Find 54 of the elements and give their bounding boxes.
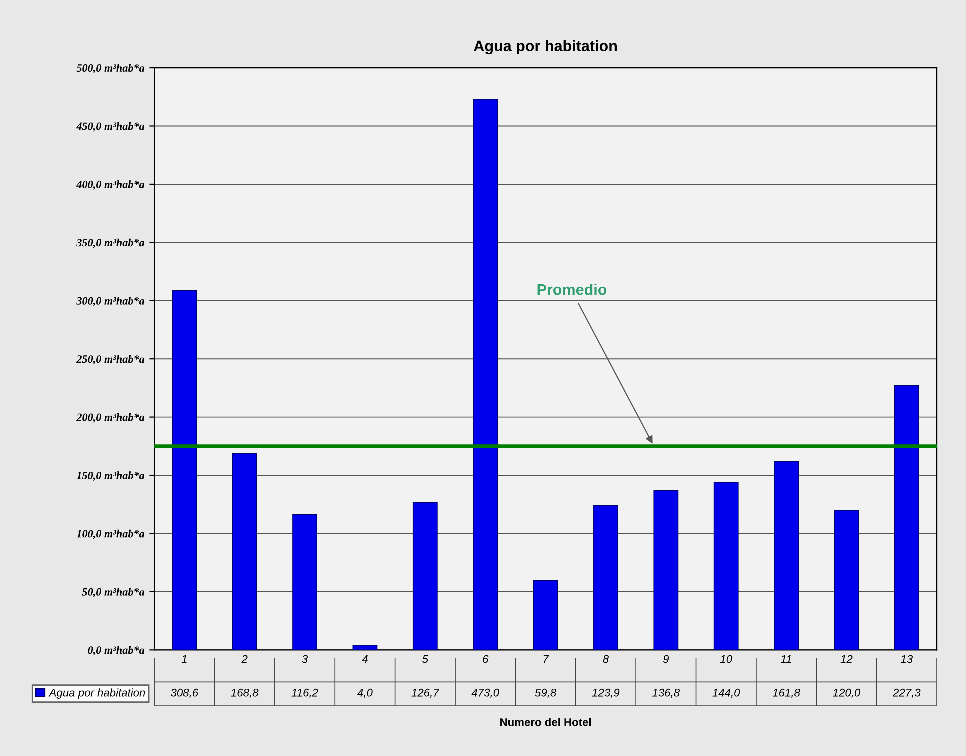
- x-tick-label: 7: [544, 655, 550, 664]
- y-tick-label: 250,0 m³hab*a: [76, 355, 145, 365]
- x-tick-label: 2: [242, 655, 248, 664]
- x-tick-label: 6: [483, 655, 489, 664]
- data-label: 144,0: [712, 688, 740, 698]
- x-tick-label: 11: [781, 655, 792, 664]
- bar: [714, 482, 739, 650]
- data-label: 123,9: [592, 688, 620, 698]
- x-tick-label: 8: [603, 655, 610, 664]
- y-tick-label: 50,0 m³hab*a: [82, 588, 145, 598]
- bar: [292, 514, 318, 650]
- data-label: 308,6: [171, 688, 199, 698]
- bar: [352, 645, 378, 650]
- bar: [473, 99, 498, 650]
- y-tick-label: 200,0 m³hab*a: [76, 413, 145, 423]
- x-axis-title: Numero del Hotel: [500, 718, 591, 726]
- chart-title: Agua por habitation: [474, 40, 617, 55]
- data-label: 4,0: [358, 688, 373, 698]
- x-tick-label: 12: [840, 655, 853, 664]
- data-label: 136,8: [652, 688, 680, 698]
- x-tick-label: 13: [901, 655, 914, 664]
- y-tick-label: 500,0 m³hab*a: [76, 64, 145, 74]
- data-label: 168,8: [231, 688, 259, 698]
- ref-line-label: Promedio: [538, 284, 607, 296]
- data-label: 116,2: [292, 688, 318, 698]
- data-label: 59,8: [535, 688, 557, 698]
- y-tick-label: 300,0 m³hab*a: [76, 297, 145, 306]
- y-tick-label: 350,0 m³hab*a: [76, 238, 145, 248]
- bar: [172, 290, 198, 650]
- x-tick-label: 4: [362, 655, 368, 664]
- x-tick-label: 10: [720, 655, 732, 664]
- bar: [654, 490, 679, 650]
- x-tick-label: 3: [302, 655, 308, 664]
- data-label: 161,8: [772, 688, 800, 698]
- bar: [594, 505, 618, 650]
- bar: [412, 502, 438, 650]
- bar: [894, 385, 920, 650]
- bar: [774, 461, 800, 650]
- legend-label: Agua por habitation: [48, 688, 146, 699]
- bar: [834, 510, 860, 650]
- x-tick-label: 9: [663, 655, 670, 664]
- y-tick-label: 400,0 m³hab*a: [76, 180, 145, 190]
- bar: [232, 453, 258, 650]
- x-tick-label: 5: [422, 655, 429, 664]
- y-tick-label: 450,0 m³hab*a: [76, 122, 145, 132]
- data-label: 120,0: [833, 688, 861, 698]
- data-label: 473,0: [472, 688, 500, 698]
- bar: [533, 580, 558, 650]
- y-tick-label: 150,0 m³hab*a: [76, 472, 145, 482]
- y-tick-label: 100,0 m³hab*a: [76, 530, 145, 540]
- data-label: 126,7: [412, 688, 440, 698]
- x-tick-label: 1: [182, 655, 187, 664]
- y-tick-label: 0,0 m³hab*a: [88, 646, 145, 656]
- data-label: 227,3: [892, 688, 921, 698]
